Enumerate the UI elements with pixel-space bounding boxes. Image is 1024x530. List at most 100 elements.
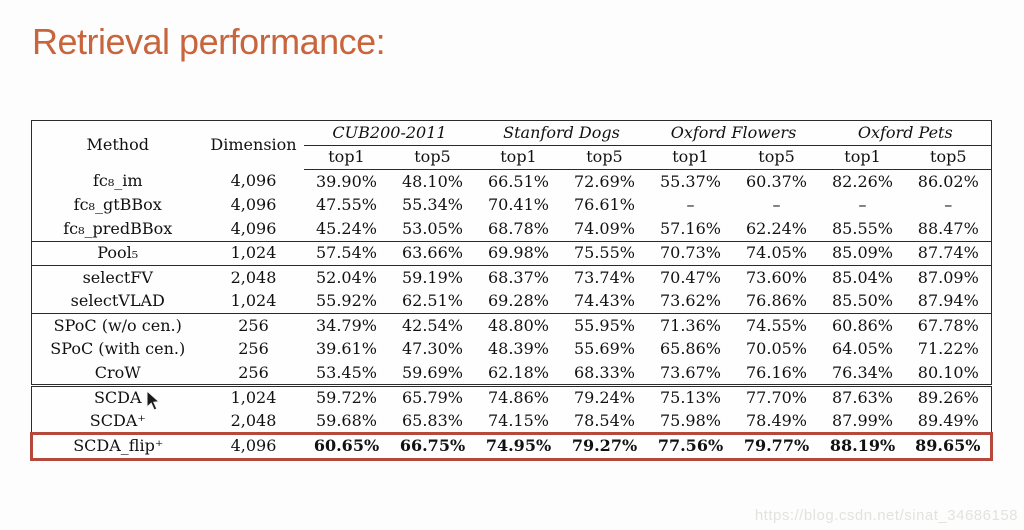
- table-row: CroW 256 53.45% 59.69% 62.18% 68.33% 73.67% 76.…: [32, 362, 992, 386]
- value-cell: 45.24%: [315, 219, 377, 239]
- value-cell: 62.18%: [487, 362, 549, 382]
- value-cell: 47.30%: [401, 339, 463, 359]
- value-cell: 55.37%: [659, 171, 721, 191]
- value-cell: 60.65%: [303, 432, 390, 461]
- value-cell: 76.34%: [832, 362, 894, 382]
- value-cell: 79.24%: [561, 384, 648, 410]
- header-top1: top1: [647, 145, 734, 170]
- dimension-cell: 4,096: [230, 171, 277, 191]
- header-dimension: Dimension: [210, 135, 297, 155]
- method-cell: SCDA_flip⁺: [30, 432, 204, 461]
- value-cell: 85.09%: [819, 241, 906, 266]
- method-cell: fc₈_gtBBox: [73, 195, 162, 215]
- value-cell: 62.24%: [746, 219, 808, 239]
- value-cell: 78.49%: [746, 410, 808, 430]
- value-cell: 53.05%: [401, 219, 463, 239]
- dimension-cell: 4,096: [230, 195, 277, 215]
- method-cell: fc₈_im: [92, 171, 143, 191]
- value-cell: 59.72%: [303, 384, 390, 410]
- header-group-oxford-flowers: Oxford Flowers: [647, 120, 820, 146]
- value-cell: 70.47%: [647, 265, 734, 290]
- method-cell: SPoC (with cen.): [50, 339, 186, 359]
- table-row: selectVLAD 1,024 55.92% 62.51% 69.28% 74.43% 7…: [32, 290, 992, 314]
- table-row: SPoC (w/o cen.) 256 34.79% 42.54% 48.80% 55.9…: [31, 313, 992, 338]
- value-cell: 74.05%: [733, 241, 820, 266]
- value-cell: 76.16%: [746, 362, 808, 382]
- value-cell: 55.69%: [573, 339, 635, 359]
- value-cell: 89.49%: [917, 410, 979, 430]
- value-cell: 78.54%: [573, 410, 635, 430]
- value-cell: 75.98%: [659, 410, 721, 430]
- method-cell: selectVLAD: [70, 291, 165, 311]
- value-cell: 73.62%: [659, 291, 721, 311]
- value-cell: 57.54%: [303, 241, 390, 266]
- dimension-cell: 1,024: [203, 241, 304, 266]
- value-cell: 42.54%: [389, 313, 476, 338]
- table-row: fc₈_predBBox 4,096 45.24% 53.05% 68.78% 74.09…: [32, 218, 992, 242]
- value-cell: 60.86%: [819, 313, 906, 338]
- value-cell: 74.86%: [475, 384, 562, 410]
- table-row: fc₈_im 4,096 39.90% 48.10% 66.51% 72.69% 55.37…: [32, 170, 992, 194]
- table-body: fc₈_im 4,096 39.90% 48.10% 66.51% 72.69% 55.37…: [30, 170, 994, 461]
- value-cell: 73.74%: [561, 265, 648, 290]
- value-cell: 60.37%: [746, 171, 808, 191]
- header-top1: top1: [819, 145, 906, 170]
- table-row: SCDA 1,024 59.72% 65.79% 74.86% 79.24% 75.13% 7…: [31, 384, 992, 410]
- value-cell: 87.63%: [819, 384, 906, 410]
- table-row: SCDA_flip⁺ 4,096 60.65% 66.75% 74.95% 79.27% 7…: [30, 432, 994, 461]
- value-cell: 34.79%: [303, 313, 390, 338]
- value-cell: 59.19%: [389, 265, 476, 290]
- value-cell: 59.68%: [315, 410, 377, 430]
- value-cell: 74.09%: [573, 219, 635, 239]
- value-cell: 65.79%: [389, 384, 476, 410]
- value-cell: 66.51%: [487, 171, 549, 191]
- value-cell: 67.78%: [905, 313, 992, 338]
- value-cell: 87.99%: [832, 410, 894, 430]
- table-row: Pool₅ 1,024 57.54% 63.66% 69.98% 75.55% 70.73%…: [31, 241, 992, 266]
- header-top1: top1: [475, 145, 562, 170]
- value-cell: 48.80%: [475, 313, 562, 338]
- value-cell: 62.51%: [401, 291, 463, 311]
- header-top1: top1: [303, 145, 390, 170]
- value-cell: 55.34%: [401, 195, 463, 215]
- value-cell: 70.05%: [746, 339, 808, 359]
- value-cell: 65.86%: [659, 339, 721, 359]
- watermark-url: https://blog.csdn.net/sinat_34686158: [754, 507, 1018, 524]
- value-cell: 79.27%: [561, 432, 648, 461]
- dimension-cell: 256: [203, 313, 304, 338]
- dimension-cell: 1,024: [230, 291, 277, 311]
- value-cell: 53.45%: [315, 362, 377, 382]
- value-cell: 69.28%: [487, 291, 549, 311]
- value-cell: 88.47%: [917, 219, 979, 239]
- value-cell: 88.19%: [819, 432, 906, 461]
- dimension-cell: 2,048: [230, 410, 277, 430]
- table-header: Method Dimension CUB200-2011 Stanford Do…: [32, 120, 992, 170]
- header-top5: top5: [389, 145, 476, 170]
- value-cell: 52.04%: [303, 265, 390, 290]
- value-cell: 80.10%: [917, 362, 979, 382]
- value-cell: 71.36%: [647, 313, 734, 338]
- value-cell: 75.13%: [647, 384, 734, 410]
- method-cell: SCDA⁺: [89, 410, 146, 430]
- value-cell: 68.37%: [475, 265, 562, 290]
- value-cell: 48.39%: [487, 339, 549, 359]
- value-cell: 74.55%: [733, 313, 820, 338]
- method-cell: selectFV: [31, 265, 204, 290]
- retrieval-performance-table: Method Dimension CUB200-2011 Stanford Do…: [30, 120, 994, 461]
- header-group-oxford-pets: Oxford Pets: [819, 120, 992, 146]
- value-cell: 64.05%: [832, 339, 894, 359]
- value-cell: 69.98%: [475, 241, 562, 266]
- value-cell: 89.26%: [905, 384, 992, 410]
- value-cell: 48.10%: [401, 171, 463, 191]
- value-cell: 82.26%: [832, 171, 894, 191]
- value-cell: 87.09%: [905, 265, 992, 290]
- value-cell: 68.33%: [573, 362, 635, 382]
- dimension-cell: 256: [238, 362, 269, 382]
- value-cell: 85.50%: [832, 291, 894, 311]
- method-cell: fc₈_predBBox: [63, 219, 173, 239]
- dimension-cell: 4,096: [203, 432, 304, 461]
- value-cell: 63.66%: [389, 241, 476, 266]
- value-cell: 57.16%: [659, 219, 721, 239]
- value-cell: 73.67%: [659, 362, 721, 382]
- value-cell: –: [944, 195, 953, 215]
